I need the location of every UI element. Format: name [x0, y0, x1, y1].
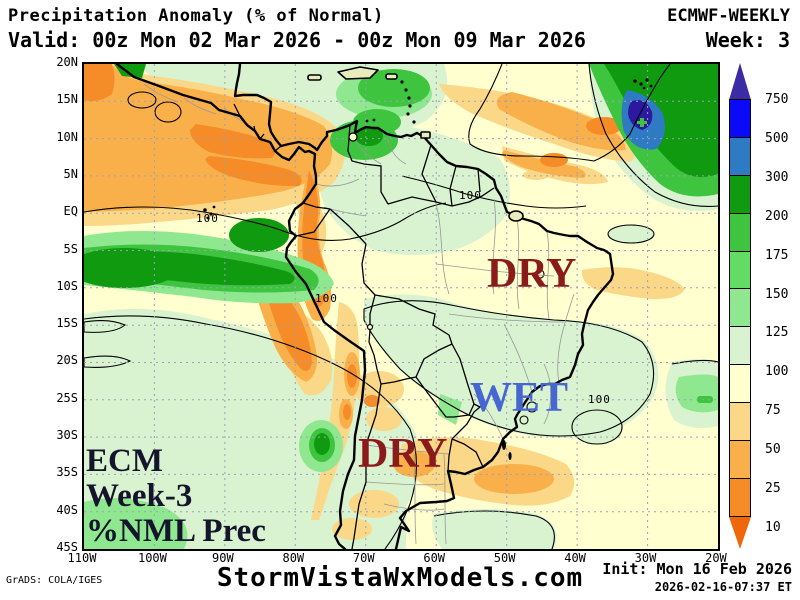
colorbar-level-10: 10 — [765, 519, 781, 535]
colorbar-segment-3 — [729, 212, 751, 252]
state-borders — [143, 83, 575, 545]
chart-title: Precipitation Anomaly (% of Normal) — [8, 6, 384, 26]
lon-tick-30W: 30W — [634, 551, 657, 565]
colorbar-segment-6 — [729, 326, 751, 366]
lon-tick-20W: 20W — [705, 551, 727, 565]
dry-label-south: DRY — [358, 431, 448, 477]
small-islands — [203, 78, 653, 460]
lat-tick-20N: 20N — [56, 55, 78, 69]
colorbar-segment-7 — [729, 364, 751, 404]
lat-tick-5N: 5N — [63, 166, 78, 181]
lon-tick-90W: 90W — [212, 551, 234, 565]
colorbar-segment-10 — [729, 477, 751, 517]
model-name: ECMWF-WEEKLY — [667, 6, 790, 26]
wet-label: WET — [470, 375, 569, 421]
dry-label-northeast: DRY — [487, 251, 577, 297]
colorbar-arrow-bottom — [729, 516, 751, 549]
colorbar-segment-1 — [729, 136, 751, 176]
colorbar-level-750: 750 — [765, 92, 789, 107]
colorbar-level-150: 150 — [765, 286, 789, 302]
colorbar-level-175: 175 — [765, 247, 789, 263]
colorbar-level-25: 25 — [765, 481, 781, 496]
lon-tick-50W: 50W — [493, 551, 516, 565]
lat-tick-25S: 25S — [56, 390, 78, 405]
lat-tick-45S: 45S — [56, 540, 78, 555]
lat-tick-40S: 40S — [56, 502, 78, 517]
valid-period: Valid: 00z Mon 02 Mar 2026 - 00z Mon 09 … — [8, 28, 586, 52]
colorbar-segment-4 — [729, 250, 751, 290]
colorbar-level-50: 50 — [765, 442, 781, 458]
colorbar: 750 500 300 200 175 150 125 100 75 50 25 10 — [729, 63, 799, 549]
islands — [307, 66, 524, 222]
lat-tick-5S: 5S — [63, 241, 78, 256]
contour-label-pacific: 100 — [196, 212, 219, 225]
lat-tick-EQ: EQ — [63, 204, 78, 219]
week-number: Week: 3 — [705, 28, 790, 52]
lat-tick-10S: 10S — [56, 278, 78, 293]
wet-blob-green-mark — [637, 118, 647, 127]
lon-tick-70W: 70W — [352, 551, 375, 565]
contour-label-guyana: 100 — [459, 189, 482, 202]
colorbar-level-500: 500 — [765, 130, 789, 146]
lon-tick-60W: 60W — [423, 551, 446, 565]
colorbar-segment-2 — [729, 174, 751, 214]
corner-line2: Week-3 — [86, 478, 193, 514]
colorbar-segment-0 — [729, 99, 751, 138]
lat-tick-30S: 30S — [56, 428, 78, 443]
init-date: Init: Mon 16 Feb 2026 — [602, 560, 792, 578]
grads-credit: GrADS: COLA/IGES — [6, 575, 103, 586]
contour-label-atlantic: 100 — [588, 393, 611, 406]
colorbar-segment-5 — [729, 288, 751, 328]
lat-tick-15N: 15N — [56, 92, 78, 107]
colorbar-level-100: 100 — [765, 364, 789, 380]
country-borders — [210, 102, 495, 549]
lat-tick-15S: 15S — [56, 316, 78, 331]
colorbar-level-125: 125 — [765, 325, 789, 341]
colorbar-segment-9 — [729, 440, 751, 479]
contour-lines — [84, 64, 718, 549]
colorbar-segment-8 — [729, 402, 751, 442]
lat-tick-10N: 10N — [56, 129, 78, 144]
lakes — [348, 132, 374, 331]
colorbar-arrow-top — [729, 63, 751, 100]
corner-line1: ECM — [86, 443, 163, 479]
site-watermark: StormVistaWxModels.com — [216, 563, 584, 593]
colorbar-level-75: 75 — [765, 403, 781, 419]
colorbar-level-300: 300 — [765, 169, 789, 185]
lon-tick-40W: 40W — [564, 551, 586, 565]
colorbar-level-200: 200 — [765, 208, 789, 224]
map-area — [82, 62, 720, 551]
lat-tick-35S: 35S — [56, 465, 78, 480]
corner-annotation: ECM Week-3 %NML Prec — [86, 444, 266, 549]
lon-tick-110W: 110W — [67, 551, 97, 565]
lon-tick-100W: 100W — [137, 551, 167, 565]
lat-tick-20S: 20S — [56, 353, 78, 368]
map-svg — [84, 64, 718, 549]
contour-label-bolivia: 100 — [315, 292, 338, 305]
init-timestamp: 2026-02-16-07:37 ET — [654, 580, 792, 594]
lon-tick-80W: 80W — [282, 551, 305, 565]
corner-line3: %NML Prec — [86, 513, 266, 549]
